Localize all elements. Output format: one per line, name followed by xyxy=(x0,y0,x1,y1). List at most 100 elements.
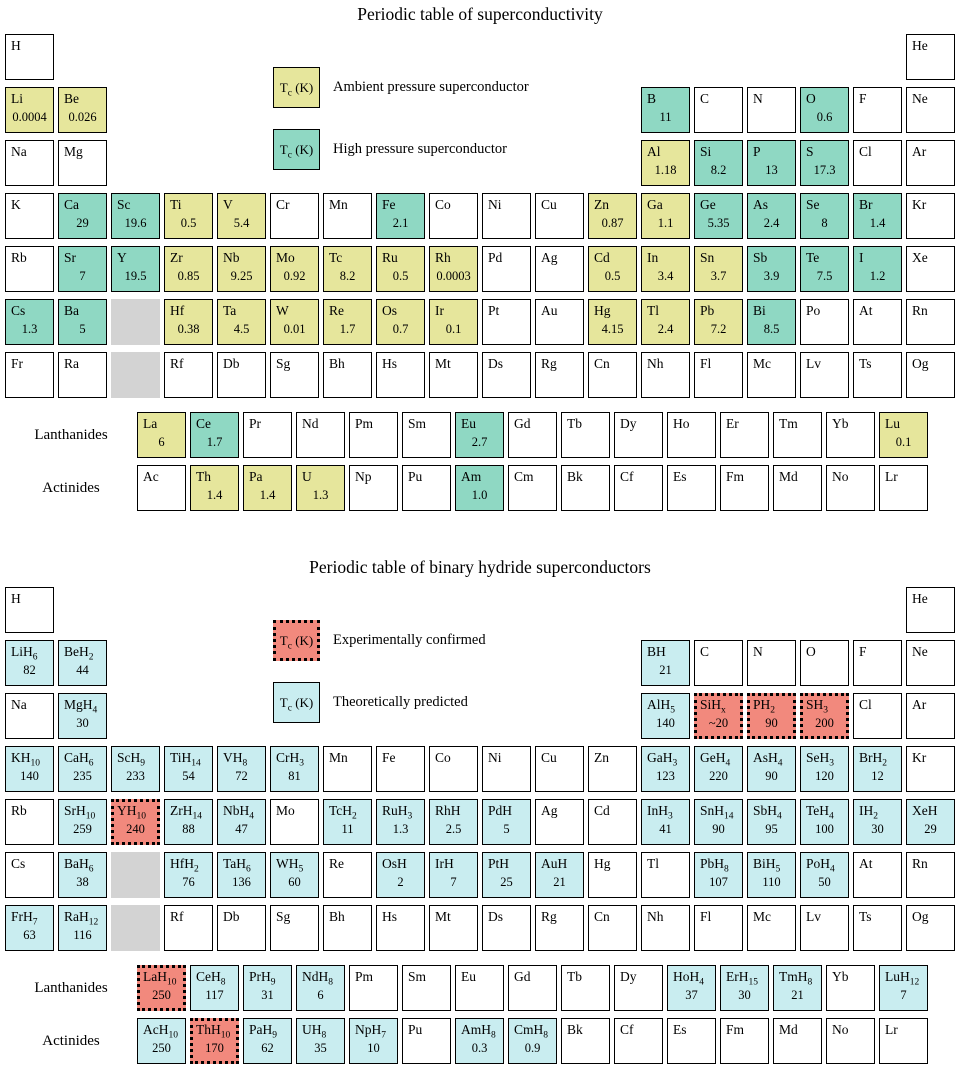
tc-value: 1.3 xyxy=(21,321,38,336)
tc-value: 0.7 xyxy=(392,321,409,336)
element-cell-At: At xyxy=(853,852,902,898)
element-cell-RaH12: RaH12 116 xyxy=(58,905,107,951)
element-symbol: Er xyxy=(726,416,739,431)
element-cell-Os: Os 0.7 xyxy=(376,299,425,345)
element-cell-Fm: Fm xyxy=(720,465,769,511)
element-cell-PH2: PH2 90 xyxy=(747,693,796,739)
element-cell-Ra: Ra xyxy=(58,352,107,398)
element-symbol: PrH9 xyxy=(249,969,276,988)
element-symbol: Ar xyxy=(912,697,927,712)
element-cell-Co: Co xyxy=(429,746,478,792)
element-cell-Hg: Hg 4.15 xyxy=(588,299,637,345)
element-symbol: Na xyxy=(11,697,27,712)
element-cell-Be: Be 0.026 xyxy=(58,87,107,133)
element-symbol: BiH5 xyxy=(753,856,781,875)
element-cell-F: F xyxy=(853,640,902,686)
tc-value: 250 xyxy=(152,1040,171,1055)
element-symbol: MgH4 xyxy=(64,697,98,716)
element-cell-Mn: Mn xyxy=(323,746,372,792)
tc-value: 0.85 xyxy=(177,268,200,283)
tc-value: 11 xyxy=(341,821,354,836)
element-symbol: W xyxy=(276,303,289,318)
periodic-grid-binary-hydrides: H He LiH6 82 BeH2 44 BH 21 C N O F Ne Na MgH4 30 AlH5 140… xyxy=(5,587,955,951)
element-cell-Tb: Tb xyxy=(561,412,610,458)
element-symbol: V xyxy=(223,197,233,212)
table-title-binary-hydrides: Periodic table of binary hydride superco… xyxy=(309,557,651,577)
tc-value: 8.2 xyxy=(339,268,356,283)
element-cell-Sm: Sm xyxy=(402,965,451,1011)
element-cell-PdH: PdH 5 xyxy=(482,799,531,845)
element-symbol: Zr xyxy=(170,250,183,265)
element-cell-PrH9: PrH9 31 xyxy=(243,965,292,1011)
element-cell-AuH: AuH 21 xyxy=(535,852,584,898)
element-symbol: Pm xyxy=(355,969,374,984)
element-cell-Mc: Mc xyxy=(747,905,796,951)
element-cell-Nd: Nd xyxy=(296,412,345,458)
element-cell-La: La 6 xyxy=(137,412,186,458)
element-symbol: Cd xyxy=(594,803,610,818)
element-cell-O: O 0.6 xyxy=(800,87,849,133)
element-symbol: AmH8 xyxy=(461,1022,496,1041)
element-symbol: Ds xyxy=(488,356,504,371)
element-symbol: Eu xyxy=(461,416,476,431)
tc-value: 41 xyxy=(659,821,672,836)
table-title-superconductivity: Periodic table of superconductivity xyxy=(357,4,603,24)
tc-value: 110 xyxy=(762,874,781,889)
element-symbol: TcH2 xyxy=(329,803,357,822)
element-symbol: Sm xyxy=(408,416,427,431)
element-symbol: Es xyxy=(673,1022,687,1037)
element-symbol: TaH6 xyxy=(223,856,251,875)
element-symbol: NdH8 xyxy=(302,969,333,988)
tc-value: 233 xyxy=(126,768,145,783)
element-cell-Ni: Ni xyxy=(482,746,531,792)
element-symbol: Cm xyxy=(514,469,534,484)
tc-value: 140 xyxy=(20,768,39,783)
actinides-label: Actinides xyxy=(42,1032,100,1049)
element-cell-Cl: Cl xyxy=(853,140,902,186)
element-symbol: Zn xyxy=(594,197,609,212)
element-cell-Lu: Lu 0.1 xyxy=(879,412,928,458)
tc-value: 25 xyxy=(500,874,513,889)
element-cell-Cu: Cu xyxy=(535,193,584,239)
element-symbol: Os xyxy=(382,303,398,318)
tc-value: 1.18 xyxy=(654,162,677,177)
element-cell-Ne: Ne xyxy=(906,640,955,686)
element-symbol: B xyxy=(647,91,657,106)
element-symbol: F xyxy=(859,644,867,659)
element-cell-Ag: Ag xyxy=(535,799,584,845)
element-symbol: Cn xyxy=(594,356,610,371)
element-cell-Rh: Rh 0.0003 xyxy=(429,246,478,292)
element-cell-Rg: Rg xyxy=(535,905,584,951)
tc-value: 140 xyxy=(656,715,675,730)
element-symbol: PH2 xyxy=(753,697,776,716)
tc-value: 29 xyxy=(76,215,89,230)
element-cell-Pm: Pm xyxy=(349,412,398,458)
element-symbol: Pa xyxy=(249,469,263,484)
element-cell-AlH5: AlH5 140 xyxy=(641,693,690,739)
element-cell-Ba: Ba 5 xyxy=(58,299,107,345)
element-cell-Yb: Yb xyxy=(826,412,875,458)
tc-value: 116 xyxy=(73,927,92,942)
element-cell-LaH10: LaH10 250 xyxy=(137,965,186,1011)
element-cell-No: No xyxy=(826,465,875,511)
legend-box-confirmed: Tc (K) xyxy=(273,620,320,661)
element-cell-SH3: SH3 200 xyxy=(800,693,849,739)
element-cell-Gd: Gd xyxy=(508,412,557,458)
legend-box-ambient: Tc (K) xyxy=(273,67,320,108)
tc-value: 0.9 xyxy=(524,1040,541,1055)
element-symbol: Kr xyxy=(912,750,927,765)
element-symbol: Lu xyxy=(885,416,900,431)
tc-value: 8.5 xyxy=(763,321,780,336)
tc-value: 2.4 xyxy=(763,215,780,230)
element-cell-K: K xyxy=(5,193,54,239)
element-cell-W: W 0.01 xyxy=(270,299,319,345)
element-symbol: Pb xyxy=(700,303,715,318)
tc-value: 6 xyxy=(317,987,324,1002)
element-cell-Mo: Mo xyxy=(270,799,319,845)
element-cell-Fe: Fe 2.1 xyxy=(376,193,425,239)
tc-value: 3.9 xyxy=(763,268,780,283)
element-cell-Pu: Pu xyxy=(402,1018,451,1064)
element-cell-Og: Og xyxy=(906,905,955,951)
tc-value: 3.4 xyxy=(657,268,674,283)
element-symbol: Ru xyxy=(382,250,398,265)
